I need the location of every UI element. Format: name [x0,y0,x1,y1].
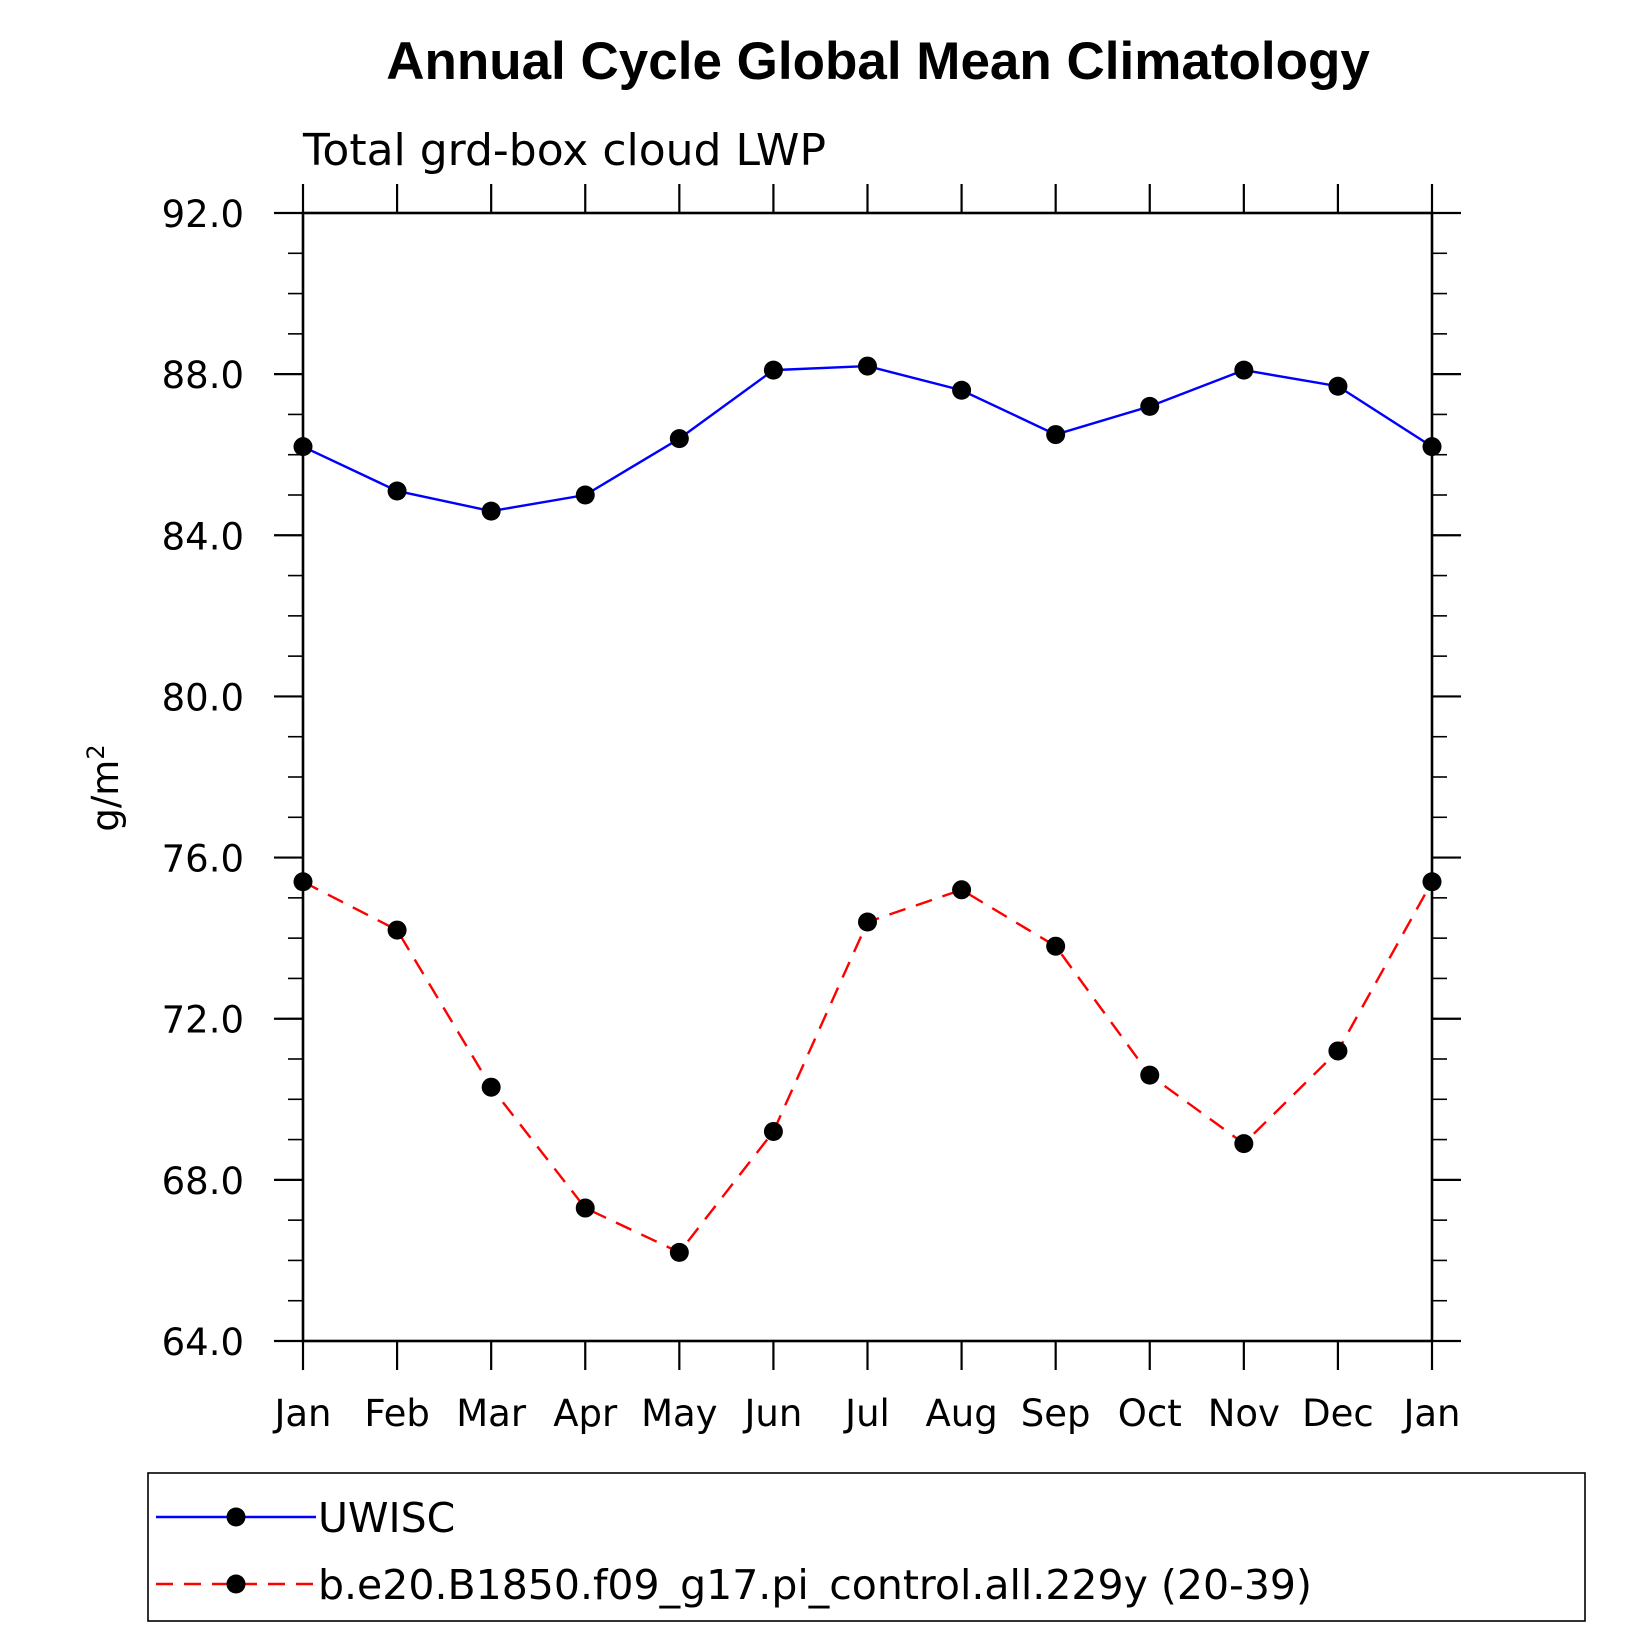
data-point [481,1077,501,1097]
data-point [858,912,877,932]
data-point [669,429,689,449]
data-point [481,501,501,521]
legend-label: b.e20.B1850.f09_g17.pi_control.all.229y … [318,1561,1312,1609]
x-tick-label: Jun [743,1392,803,1435]
x-tick-label: Sep [1021,1392,1091,1435]
data-point [293,437,313,457]
data-point [1140,1065,1160,1085]
series-line [302,364,1433,513]
legend-entry: b.e20.B1850.f09_g17.pi_control.all.229y … [156,1561,1312,1609]
data-point [575,485,595,505]
y-axis-label-superscript: 2 [82,744,110,759]
x-tick-label: May [641,1392,718,1435]
x-tick-label: Nov [1208,1392,1280,1435]
legend-box [147,1472,1586,1622]
data-point [1422,437,1442,457]
y-tick-label: 72.0 [162,999,244,1042]
y-tick-label: 64.0 [162,1321,244,1364]
series-1 [293,356,1442,521]
x-tick-label: Jul [843,1392,890,1435]
y-tick-label: 80.0 [162,676,244,719]
data-point [1234,360,1254,380]
legend-entry: UWISC [156,1494,455,1542]
y-tick-label: 88.0 [162,354,244,397]
data-point [293,872,313,892]
legend-label: UWISC [318,1494,455,1542]
x-tick-label: Apr [553,1392,618,1435]
x-tick-label: Jan [1401,1392,1460,1435]
x-tick-label: Jan [272,1392,331,1435]
series-layer [293,356,1442,1262]
x-tick-label: Dec [1302,1392,1374,1435]
data-point [669,1242,689,1262]
data-point [858,356,877,376]
y-tick-label: 84.0 [162,515,244,558]
legend: UWISC b.e20.B1850.f09_g17.pi_control.all.… [147,1472,1586,1622]
series-line [302,880,1434,1254]
x-tick-label: Mar [456,1392,527,1435]
series-2 [293,872,1442,1262]
data-point [575,1198,595,1218]
data-point [387,920,407,940]
x-tick-label: Feb [364,1392,430,1435]
data-point [1046,936,1066,956]
data-point [952,380,972,400]
plot-frame [301,211,1434,1343]
data-point [1328,1041,1348,1061]
legend-marker [226,1507,246,1527]
x-tick-label: Aug [925,1392,997,1435]
data-point [1422,872,1442,892]
data-point [763,1122,783,1142]
data-point [952,880,972,900]
chart-title: Annual Cycle Global Mean Climatology [386,32,1370,91]
y-axis-label: g/m2 [82,744,127,831]
data-point [1328,376,1348,396]
chart-subtitle: Total grd-box cloud LWP [302,125,826,176]
y-tick-label: 68.0 [162,1160,244,1203]
x-axis: Jan Feb Mar Apr May Jun Jul Aug Sep Oct Nov Dec Jan [272,184,1461,1435]
y-axis: 64.0 68.0 72.0 76.0 80.0 84.0 88.0 92.0 [162,193,1461,1364]
data-point [387,481,407,501]
x-tick-label: Oct [1118,1392,1182,1435]
data-point [763,360,783,380]
y-tick-label: 92.0 [162,193,244,236]
data-point [1140,396,1160,416]
data-point [1234,1134,1254,1154]
y-tick-label: 76.0 [162,838,244,881]
data-point [1046,425,1066,445]
plot-border [301,211,1434,1343]
legend-marker [226,1574,246,1594]
